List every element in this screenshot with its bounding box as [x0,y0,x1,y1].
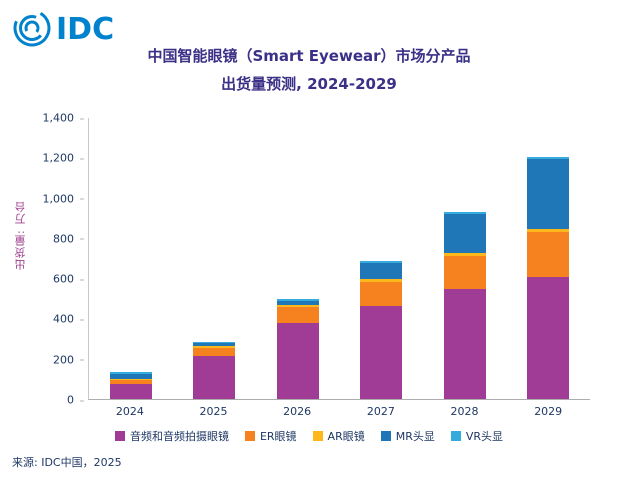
bar-segment [109,383,152,399]
bar-segment [360,278,403,282]
bar-segment [193,346,236,348]
x-tick-label: 2025 [199,405,228,418]
x-axis: 2024 2025 2026 2027 2028 2029 [88,405,590,418]
x-tick-label: 2029 [534,405,563,418]
bar-segment [360,260,403,263]
y-tick-label: 0 [67,393,84,407]
bar-segment [193,347,236,356]
bar-segment [527,229,570,233]
legend-item: ER眼镜 [244,428,297,444]
x-tick-label: 2026 [283,405,312,418]
bar-column-2028 [423,118,507,399]
bar-segment [360,281,403,306]
legend-item: 音频和音频拍摄眼镜 [114,428,229,444]
bar-segment [527,159,570,230]
bar-segment [193,355,236,399]
y-tick-label: 800 [53,232,84,246]
bar-segment [443,214,486,253]
stacked-bar-2028 [443,118,486,399]
y-axis: 0 200 400 600 800 1,000 1,200 1,400 [28,112,84,407]
legend-label: VR头显 [465,430,504,443]
bar-column-2029 [507,118,591,399]
idc-logo-text: IDC [56,12,114,47]
bar-segment [527,232,570,277]
legend-swatch [244,431,255,441]
bar-segment [443,255,486,289]
bar-segment [527,157,570,160]
y-tick-label: 1,400 [42,111,84,125]
chart-title-line1: 中国智能眼镜（Smart Eyewear）市场分产品 [147,47,471,65]
y-tick-label: 1,200 [42,151,84,165]
bar-segment [527,276,570,399]
x-tick-label: 2024 [115,405,144,418]
legend-label: 音频和音频拍摄眼镜 [129,430,229,443]
bar-segment [360,305,403,399]
y-tick-label: 1,000 [42,192,84,206]
bar-segment [276,322,319,399]
stacked-bar-2024 [109,118,152,399]
y-tick-label: 400 [53,312,84,326]
bar-segment [276,299,319,301]
bar-segment [443,252,486,256]
bar-column-2027 [340,118,424,399]
idc-logo-arc [19,15,45,41]
bar-segment [193,343,236,347]
legend: 音频和音频拍摄眼镜 ER眼镜 AR眼镜 MR头显 VR头显 [0,428,618,444]
bar-segment [443,288,486,399]
stacked-bar-2027 [360,118,403,399]
legend-swatch [380,431,391,441]
legend-swatch [114,431,125,441]
legend-item: VR头显 [450,428,504,444]
chart-title: 中国智能眼镜（Smart Eyewear）市场分产品 出货量预测, 2024-2… [0,42,618,98]
bar-column-2024 [89,118,173,399]
idc-logo-arc [13,9,51,47]
bar-segment [276,300,319,305]
source-note: 来源: IDC中国，2025 [12,456,122,469]
legend-swatch [312,431,323,441]
bar-segment [443,212,486,215]
stacked-bar-2026 [276,118,319,399]
bar-segment [276,304,319,307]
bar-segment [276,306,319,323]
bar-segment [193,341,236,344]
legend-swatch [450,431,461,441]
bar-column-2026 [256,118,340,399]
bar-segment [360,262,403,279]
bar-segment [109,378,152,380]
chart-title-line2: 出货量预测, 2024-2029 [221,75,397,93]
x-tick-label: 2028 [450,405,479,418]
y-tick-label: 600 [53,272,84,286]
bar-column-2025 [173,118,257,399]
stacked-bar-2029 [527,118,570,399]
y-tick-label: 200 [53,353,84,367]
legend-item: MR头显 [380,428,435,444]
stacked-bar-2025 [193,118,236,399]
legend-label: ER眼镜 [259,430,297,443]
idc-logo-arc [24,20,40,36]
legend-label: AR眼镜 [327,430,365,443]
x-tick-label: 2027 [366,405,395,418]
legend-item: AR眼镜 [312,428,365,444]
legend-label: MR头显 [395,430,435,443]
bar-segment [109,373,152,379]
idc-logo: IDC [13,9,114,47]
bar-segment [109,379,152,384]
plot-area [88,118,590,400]
bar-segment [109,371,152,374]
